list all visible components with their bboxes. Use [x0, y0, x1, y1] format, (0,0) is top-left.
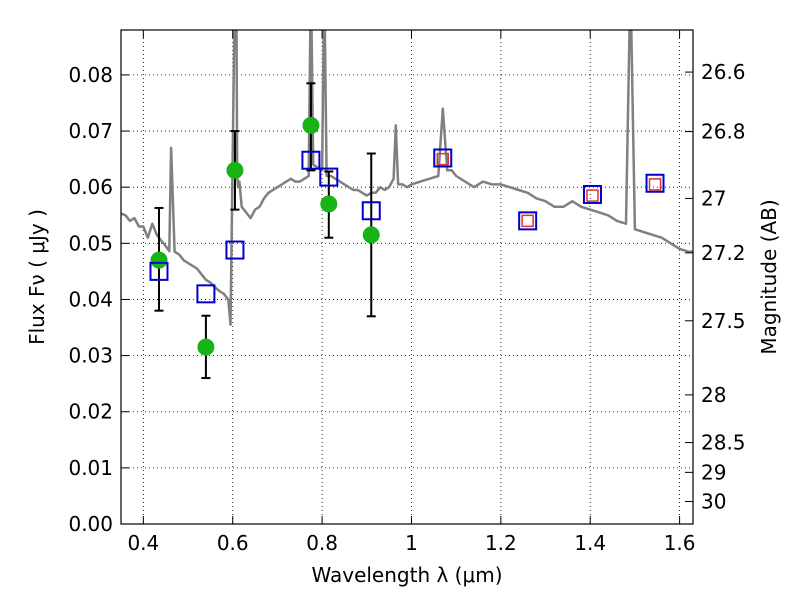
- right-tick-label: 30: [701, 490, 726, 514]
- model-square: [645, 173, 665, 193]
- model-square: [225, 240, 245, 260]
- right-tick-label: 28.5: [701, 431, 746, 455]
- model-square: [518, 211, 538, 231]
- y-tick-label: 0.00: [68, 512, 113, 536]
- model-square: [301, 150, 321, 170]
- x-tick-label: 1: [405, 531, 418, 555]
- model-square: [319, 167, 339, 187]
- y-axis-right-title: Magnitude (AB): [757, 199, 781, 354]
- y-axis-left: 0.00 0.01 0.02 0.03 0.04 0.05 0.06 0.07 0.08: [68, 63, 129, 536]
- plot-background: [121, 30, 693, 524]
- observed-point: [320, 195, 338, 213]
- observed-point: [362, 226, 380, 244]
- model-square: [582, 184, 602, 204]
- y-tick-label: 0.05: [68, 231, 113, 255]
- points-layer: [149, 116, 665, 356]
- x-tick-label: 0.6: [217, 531, 249, 555]
- y-tick-label: 0.03: [68, 344, 113, 368]
- x-tick-label: 0.8: [306, 531, 338, 555]
- model-square: [361, 201, 381, 221]
- x-axis: 0.4 0.6 0.8 1 1.2 1.4 1.6: [127, 30, 696, 555]
- y-axis-right: 26.6 26.8 27 27.2 27.5 28 28.5 29 30: [685, 60, 746, 514]
- y-tick-label: 0.07: [68, 119, 113, 143]
- x-axis-title: Wavelength λ (μm): [311, 563, 502, 587]
- observed-point: [197, 338, 215, 356]
- right-tick-label: 26.8: [701, 120, 746, 144]
- right-tick-label: 27: [701, 186, 726, 210]
- right-tick-label: 27.5: [701, 309, 746, 333]
- x-tick-label: 1.2: [485, 531, 517, 555]
- y-axis-left-title: Flux Fν ( μJy ): [25, 209, 49, 345]
- y-tick-label: 0.06: [68, 175, 113, 199]
- plot-frame: [120, 29, 694, 525]
- x-tick-label: 1.4: [574, 531, 606, 555]
- y-tick-label: 0.08: [68, 63, 113, 87]
- y-tick-label: 0.01: [68, 456, 113, 480]
- observed-point: [302, 116, 320, 134]
- ir-square: [521, 214, 534, 228]
- right-tick-label: 28: [701, 383, 726, 407]
- model-square: [433, 148, 453, 168]
- ir-square: [648, 178, 662, 191]
- model-square: [149, 261, 169, 281]
- ir-square: [436, 152, 449, 166]
- right-tick-label: 26.6: [701, 60, 746, 84]
- x-tick-label: 1.6: [664, 531, 696, 555]
- observed-point: [226, 161, 244, 179]
- ir-square: [586, 189, 599, 202]
- right-tick-label: 29: [701, 460, 726, 484]
- y-tick-label: 0.04: [68, 287, 113, 311]
- model-square: [196, 284, 216, 304]
- y-tick-label: 0.02: [68, 400, 113, 424]
- x-tick-label: 0.4: [127, 531, 159, 555]
- observed-point: [150, 251, 168, 269]
- right-tick-label: 27.2: [701, 241, 746, 265]
